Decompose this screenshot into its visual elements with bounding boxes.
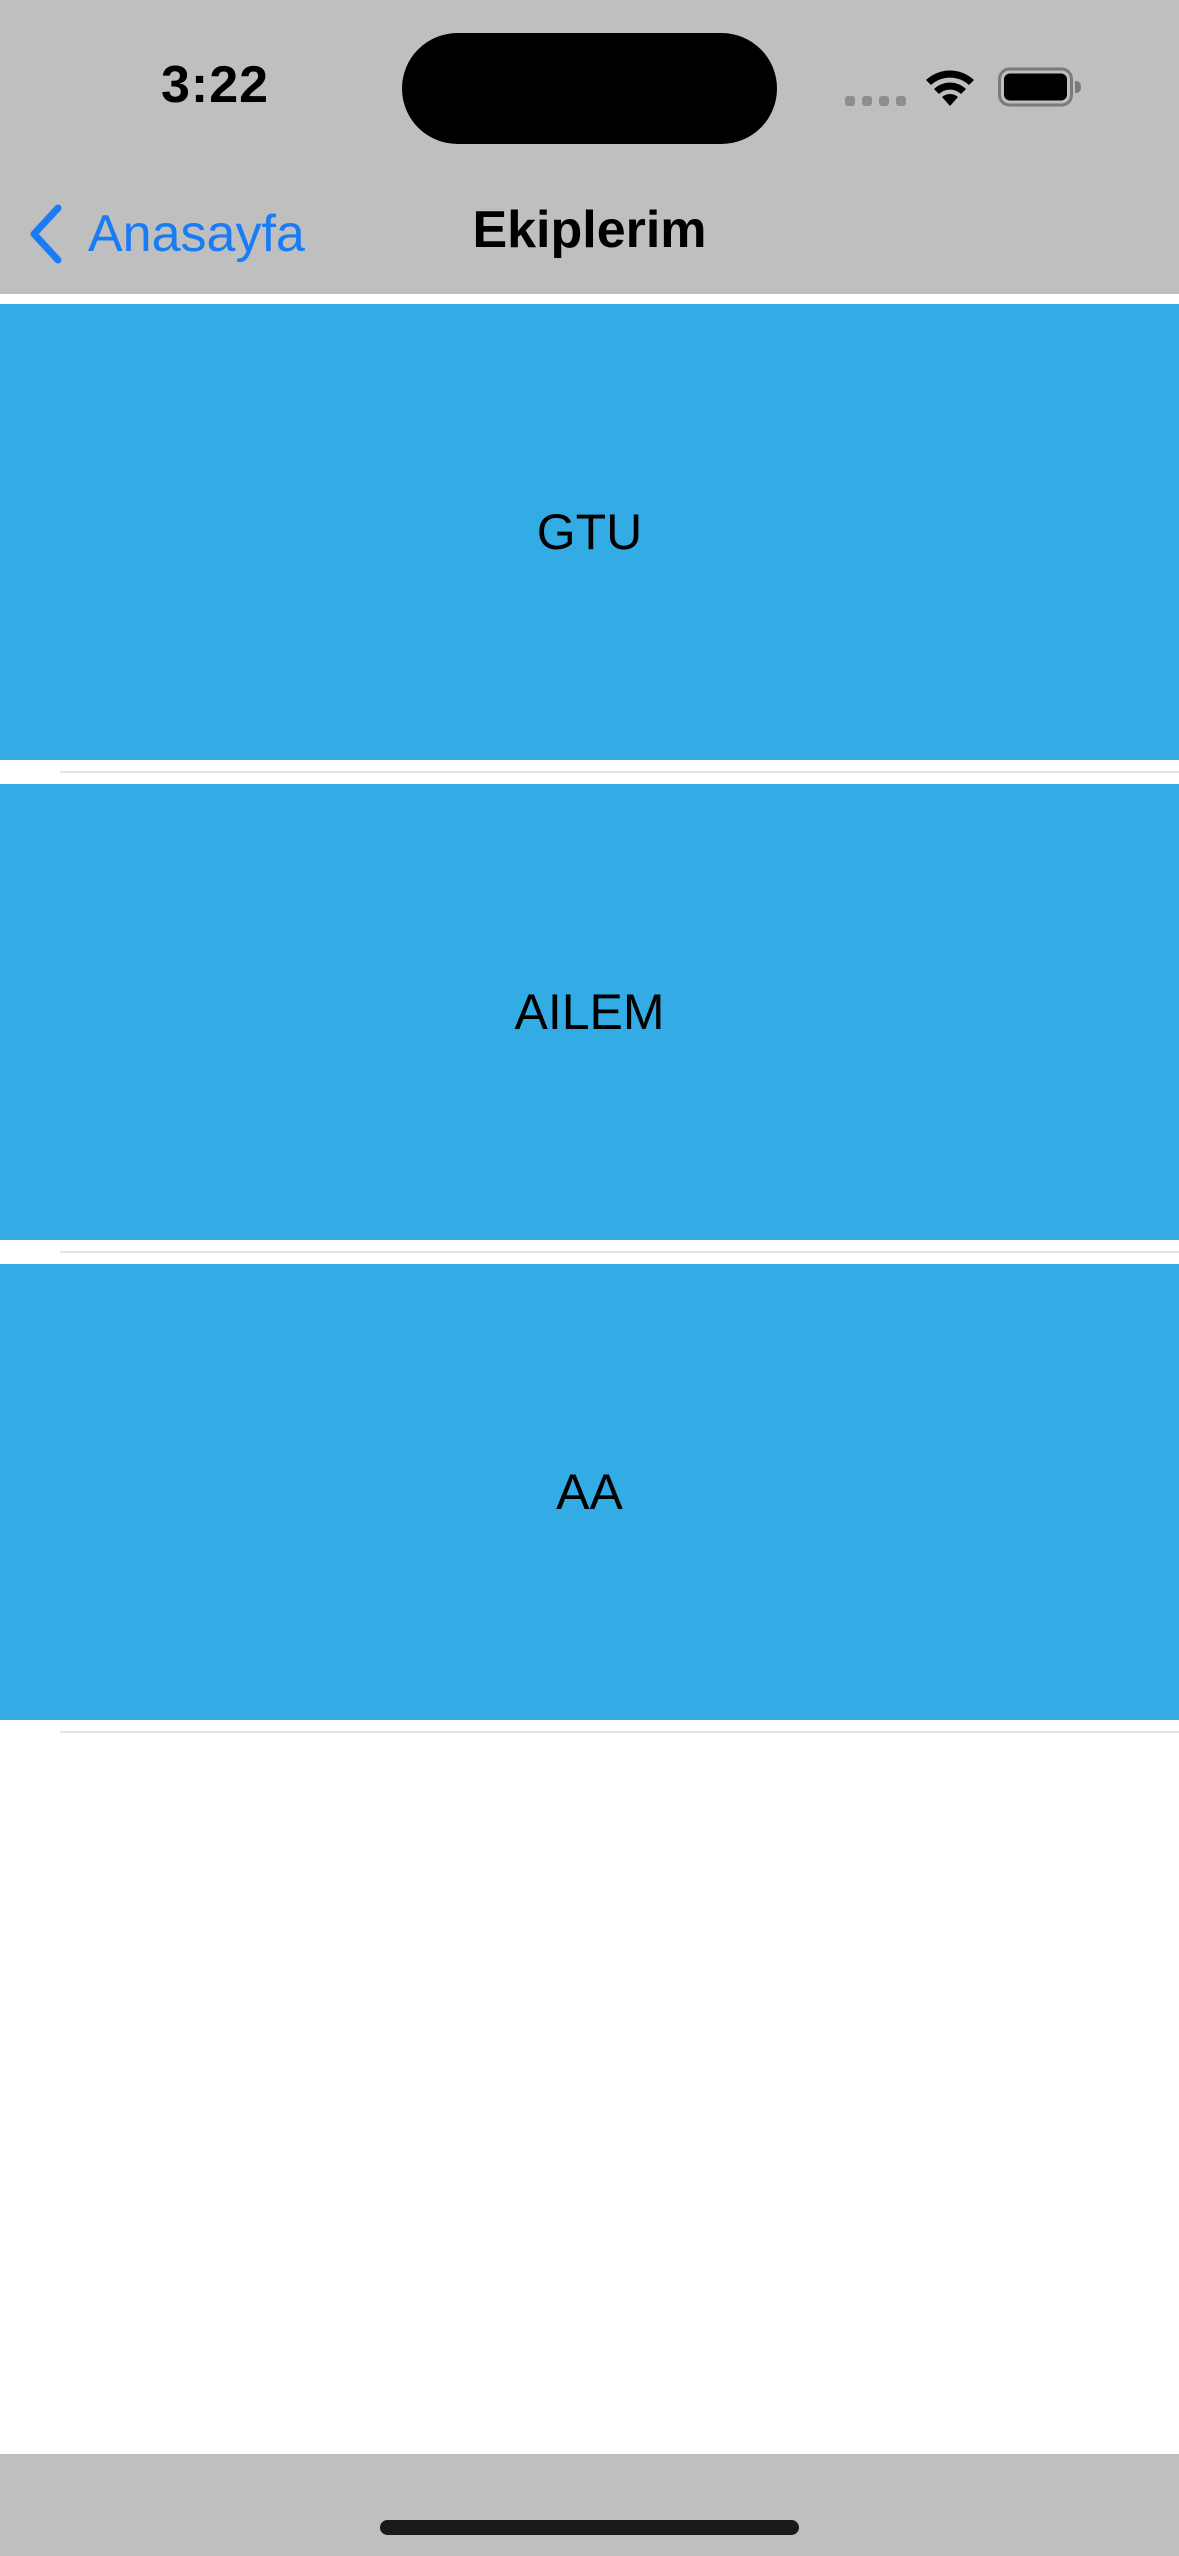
home-indicator[interactable] [380,2520,799,2535]
team-row-aa[interactable]: AA [0,1254,1179,1734]
team-name: AA [556,1464,623,1520]
team-card[interactable]: AA [0,1264,1179,1720]
back-label: Anasayfa [88,205,305,263]
team-row-gtu[interactable]: GTU [0,294,1179,774]
chevron-left-icon [30,204,62,264]
team-card[interactable]: GTU [0,304,1179,760]
team-list: GTU AILEM AA [0,294,1179,1734]
row-separator [60,1251,1179,1253]
team-row-ailem[interactable]: AILEM [0,774,1179,1254]
battery-icon [998,67,1081,107]
team-name: AILEM [514,984,665,1040]
home-indicator-area [0,2454,1179,2556]
navigation-bar: Anasayfa Ekiplerim [0,170,1179,294]
back-button[interactable]: Anasayfa [26,194,305,274]
status-time: 3:22 [160,56,270,114]
row-separator [60,771,1179,773]
row-separator [60,1731,1179,1733]
wifi-icon [926,70,974,106]
signal-icon [845,96,906,106]
team-name: GTU [536,504,643,560]
status-bar: 3:22 [0,0,1179,170]
team-card[interactable]: AILEM [0,784,1179,1240]
dynamic-island [402,33,777,144]
